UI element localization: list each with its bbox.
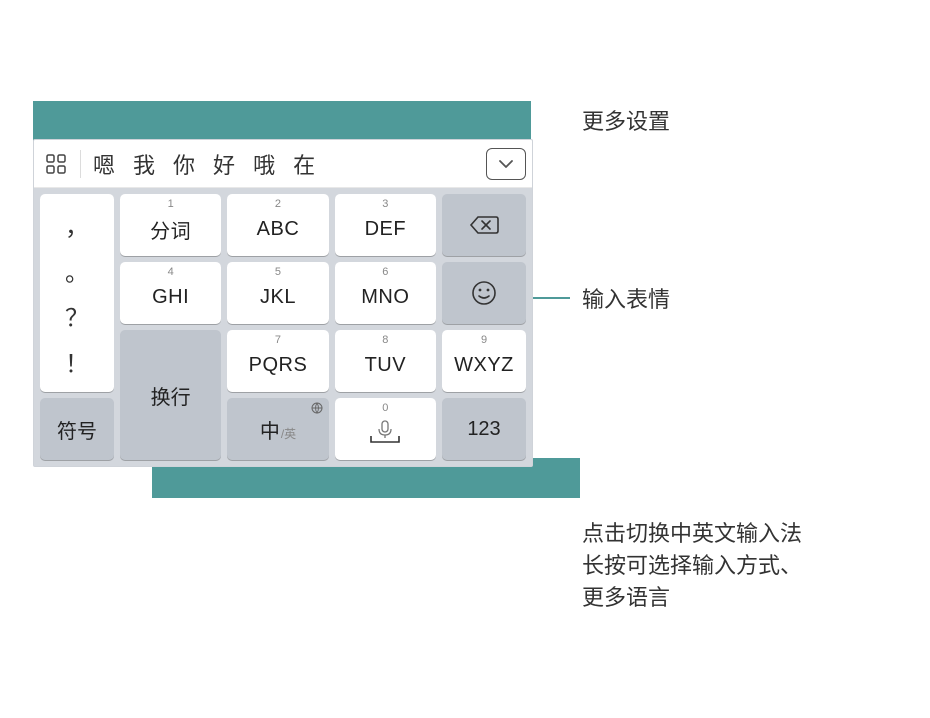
- candidate-item[interactable]: 你: [173, 148, 195, 180]
- punct-exclaim[interactable]: ！: [65, 344, 89, 379]
- key-1[interactable]: 1 分词: [120, 194, 221, 256]
- key-num: 7: [275, 334, 281, 346]
- numeric-key[interactable]: 123: [442, 398, 526, 460]
- key-label: PQRS: [249, 354, 308, 377]
- key-6[interactable]: 6 MNO: [335, 262, 436, 324]
- punct-comma[interactable]: ，: [65, 207, 89, 242]
- key-label: MNO: [361, 286, 409, 309]
- key-label: 123: [467, 418, 500, 441]
- punct-question[interactable]: ？: [65, 298, 89, 333]
- key-label: 符号: [57, 415, 97, 444]
- key-label: 换行: [151, 381, 191, 410]
- key-label: WXYZ: [454, 354, 514, 377]
- candidate-item[interactable]: 哦: [253, 148, 275, 180]
- key-num: 2: [275, 198, 281, 210]
- key-num: 0: [382, 402, 388, 414]
- key-label: ABC: [257, 218, 300, 241]
- key-4[interactable]: 4 GHI: [120, 262, 221, 324]
- lang-main: 中: [260, 421, 280, 443]
- candidate-item[interactable]: 好: [213, 148, 235, 180]
- key-label: DEF: [365, 218, 407, 241]
- key-num: 1: [168, 198, 174, 210]
- callout-label-settings: 更多设置: [582, 106, 670, 138]
- enter-key[interactable]: 换行: [120, 330, 221, 460]
- mic-space-icon: [365, 420, 405, 444]
- candidate-bar: 嗯 我 你 好 哦 在: [34, 140, 532, 188]
- key-2[interactable]: 2 ABC: [227, 194, 328, 256]
- key-label: TUV: [365, 354, 407, 377]
- collapse-candidates-button[interactable]: [486, 148, 526, 180]
- emoji-icon: [471, 280, 497, 306]
- key-num: 4: [168, 266, 174, 278]
- backspace-icon: [469, 215, 499, 235]
- callout-bar-top: [33, 101, 531, 141]
- key-num: 6: [382, 266, 388, 278]
- globe-icon: [311, 402, 323, 414]
- callout-label-emoji: 输入表情: [582, 284, 670, 316]
- emoji-key[interactable]: [442, 262, 526, 324]
- space-key[interactable]: 0: [335, 398, 436, 460]
- key-num: 9: [481, 334, 487, 346]
- candidate-item[interactable]: 我: [133, 148, 155, 180]
- punctuation-column[interactable]: ， 。 ？ ！: [40, 194, 114, 392]
- punct-period[interactable]: 。: [65, 253, 89, 288]
- key-num: 8: [382, 334, 388, 346]
- key-5[interactable]: 5 JKL: [227, 262, 328, 324]
- backspace-key[interactable]: [442, 194, 526, 256]
- key-7[interactable]: 7 PQRS: [227, 330, 328, 392]
- keyboard: 嗯 我 你 好 哦 在 ， 。 ？ ！ 1 分词 2 ABC: [33, 139, 533, 467]
- language-switch-key[interactable]: 中/英: [227, 398, 328, 460]
- key-grid: ， 。 ？ ！ 1 分词 2 ABC 3 DEF 4 GHI: [34, 188, 532, 466]
- key-label: GHI: [152, 286, 189, 309]
- key-num: 5: [275, 266, 281, 278]
- callout-label-lang: 点击切换中英文输入法 长按可选择输入方式、 更多语言: [582, 518, 802, 614]
- key-label: 分词: [150, 215, 191, 244]
- lang-sub: /英: [281, 427, 296, 441]
- candidate-list: 嗯 我 你 好 哦 在: [89, 148, 486, 180]
- key-num: 3: [382, 198, 388, 210]
- more-settings-icon[interactable]: [40, 148, 72, 180]
- symbols-key[interactable]: 符号: [40, 398, 114, 460]
- divider: [80, 150, 81, 178]
- key-8[interactable]: 8 TUV: [335, 330, 436, 392]
- key-3[interactable]: 3 DEF: [335, 194, 436, 256]
- candidate-item[interactable]: 在: [293, 148, 315, 180]
- key-9[interactable]: 9 WXYZ: [442, 330, 526, 392]
- candidate-item[interactable]: 嗯: [93, 148, 115, 180]
- key-label: JKL: [260, 286, 296, 309]
